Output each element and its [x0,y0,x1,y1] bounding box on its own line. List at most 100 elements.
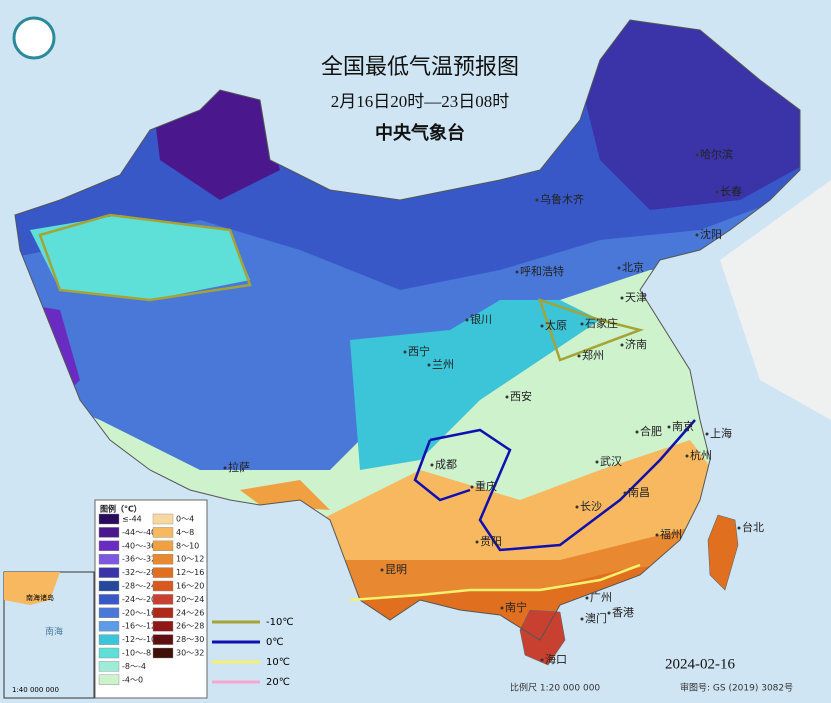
city-label: 合肥 [640,424,662,438]
legend-swatch [152,554,174,565]
legend-label: 28～30 [176,635,204,644]
legend-label: -16～-12 [122,622,156,631]
city-label: 拉萨 [228,460,250,474]
legend-swatch [98,621,120,632]
city-label: 上海 [710,426,732,440]
legend-label: -40～-36 [122,541,156,550]
legend-label: 26～28 [176,622,204,631]
contour-label: -10℃ [266,617,294,628]
city-label: 贵阳 [480,535,502,548]
contour-label: 0℃ [266,637,284,648]
city-dot [505,395,509,399]
city-label: 沈阳 [700,227,722,241]
legend-label: -36～-32 [122,555,156,564]
subtitle: 2月16日20时—23日08时 [331,92,510,111]
legend-swatch [152,634,174,645]
legend-label: -28～-24 [122,582,156,591]
legend-label: 24～26 [176,608,204,617]
city-label: 长春 [720,185,742,198]
legend-label: -4～0 [122,675,143,684]
legend-label: -44～-40 [122,528,156,537]
legend-swatch [152,540,174,551]
legend-swatch [152,647,174,659]
city-dot [595,460,599,464]
city-dot [403,350,407,354]
legend-swatch [98,607,120,618]
legend-swatch [152,607,174,618]
legend-label: 16～20 [176,582,204,591]
legend-swatch [152,580,174,592]
city-label: 哈尔滨 [700,147,733,161]
contour-label: 10℃ [266,657,290,668]
issuer: 中央气象台 [375,122,465,144]
contour-legend: -10℃ 0℃ 10℃ 20℃ [212,617,294,688]
legend-swatch [152,567,174,578]
city-dot [620,296,624,300]
city-dot [577,354,581,358]
city-label: 南京 [672,419,694,433]
legend-swatch [98,540,120,551]
city-label: 呼和浩特 [520,264,564,278]
city-dot [580,617,584,621]
city-dot [695,153,699,157]
city-dot [475,540,479,544]
city-label: 南宁 [505,600,527,614]
city-dot [623,491,627,495]
city-label: 海口 [545,652,567,666]
legend-swatch [98,594,120,605]
legend-swatch [152,513,174,525]
city-dot [737,526,741,530]
city-label: 广州 [590,591,612,604]
city-dot [470,485,474,489]
contour-line [349,563,641,602]
legend-label: 20～24 [176,595,204,604]
city-dot [715,190,719,194]
city-dot [427,363,431,367]
neighbor-land [720,180,831,420]
legend-swatch [152,621,174,632]
legend-label: ≤-44 [122,515,142,524]
logo [12,16,56,60]
city-label: 天津 [625,291,647,304]
approval: 审图号: GS (2019) 3082号 [680,682,793,694]
city-label: 香港 [612,606,634,619]
date: 2024-02-16 [665,656,735,672]
city-dot [500,606,504,610]
city-label: 杭州 [690,448,712,462]
legend-label: 0～4 [176,515,194,524]
legend-label: -12～-10 [122,635,156,644]
city-label: 成都 [435,458,457,471]
city-dot [695,233,699,237]
legend-label: 10～12 [176,555,204,564]
city-dot [535,198,539,202]
legend-label: 30～32 [176,649,204,658]
border [14,19,801,641]
title: 全国最低气温预报图 [321,55,519,80]
city-label: 北京 [622,260,644,274]
city-label: 台北 [742,520,764,534]
city-dot [430,463,434,467]
legend-label: -20～-16 [122,608,156,617]
legend-swatch [98,580,120,592]
city-label: 郑州 [582,348,604,362]
city-dot [465,318,469,322]
city-label: 南昌 [628,486,650,499]
city-dot [585,596,589,600]
inset-scale: 1:40 000 000 [12,686,59,694]
city-label: 济南 [625,337,647,351]
city-label: 太原 [545,319,567,332]
inset-title: 南海诸岛 [26,593,54,602]
city-dot [540,658,544,662]
scale: 比例尺 1:20 000 000 [510,682,600,694]
legend-swatch [98,661,120,672]
city-label: 长沙 [580,500,602,513]
city-label: 兰州 [432,358,454,371]
legend-swatch [98,513,120,525]
city-dot [635,430,639,434]
city-dot [617,266,621,270]
city-dot [223,466,227,470]
legend-swatch [152,527,174,538]
legend-label: 4～8 [176,528,194,537]
city-dot [667,425,671,429]
